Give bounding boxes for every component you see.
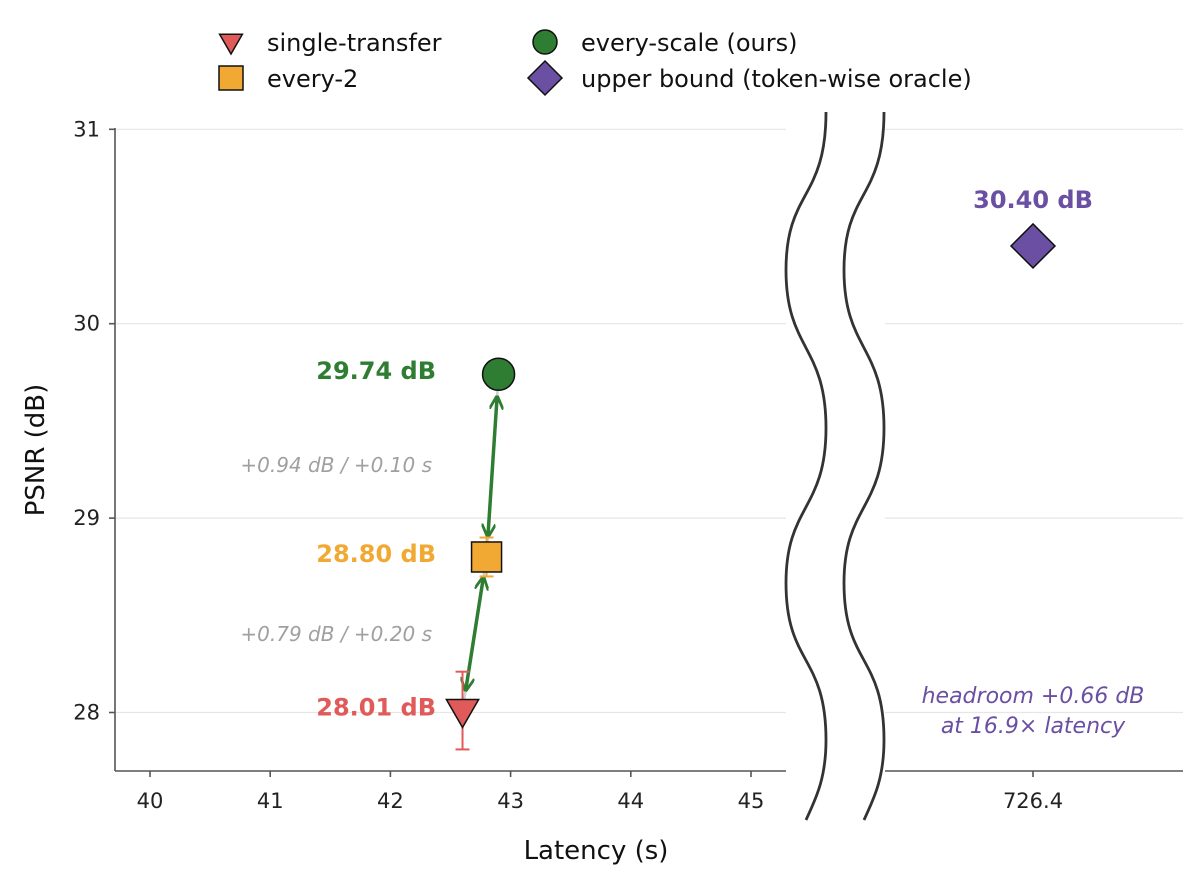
marker-circle	[481, 357, 516, 391]
legend-marker-circle	[532, 29, 558, 55]
axis-break-marks	[784, 111, 886, 821]
y-tick-label: 31	[73, 117, 100, 141]
y-tick-label: 28	[73, 701, 100, 725]
value-label: 28.80 dB	[316, 540, 436, 568]
x-tick-label: 45	[738, 789, 765, 813]
data-markers	[445, 222, 1057, 730]
y-ticks: 28 29 30 31	[73, 117, 115, 725]
legend-marker-square	[218, 65, 244, 91]
value-labels: 28.01 dB 28.80 dB 29.74 dB 30.40 dB	[316, 186, 1093, 722]
legend-marker-triangle-down	[218, 33, 244, 56]
legend-label: upper bound (token-wise oracle)	[581, 65, 972, 93]
x-tick-label: 42	[377, 789, 404, 813]
x-tick-label: 40	[137, 789, 164, 813]
x-tick-label: 726.4	[1003, 789, 1063, 813]
legend-marker-diamond	[526, 59, 564, 97]
marker-square	[470, 541, 503, 573]
value-label: 29.74 dB	[316, 357, 436, 385]
value-label: 28.01 dB	[316, 694, 436, 722]
x-tick-label: 44	[617, 789, 644, 813]
axes	[114, 128, 1183, 772]
headroom-annotation-line2: at 16.9× latency	[941, 714, 1126, 739]
x-tick-label: 41	[257, 789, 284, 813]
value-label: 30.40 dB	[973, 186, 1093, 214]
x-ticks: 40 41 42 43 44 45 726.4	[137, 771, 1063, 813]
delta-annotation-2: +0.94 dB / +0.10 s	[240, 453, 432, 477]
grid-lines	[115, 128, 1183, 714]
axis-break-right	[842, 111, 886, 821]
x-tick-label: 43	[497, 789, 524, 813]
y-tick-label: 30	[73, 312, 100, 336]
axis-break-left	[784, 111, 828, 821]
legend-label: single-transfer	[267, 29, 442, 57]
y-axis-label: PSNR (dB)	[21, 384, 51, 517]
legend-label: every-2	[267, 65, 358, 93]
marker-triangle-down	[445, 698, 480, 730]
delta-annotation-1: +0.79 dB / +0.20 s	[240, 622, 432, 646]
legend: single-transfer every-2 every-scale (ours)…	[218, 29, 972, 97]
legend-label: every-scale (ours)	[581, 29, 798, 57]
x-axis-label: Latency (s)	[524, 836, 669, 866]
headroom-annotation-line1: headroom +0.66 dB	[922, 684, 1145, 709]
y-tick-label: 29	[73, 506, 100, 530]
trend-arrow	[488, 398, 497, 535]
marker-diamond	[1009, 222, 1057, 270]
trend-arrow	[466, 579, 483, 689]
